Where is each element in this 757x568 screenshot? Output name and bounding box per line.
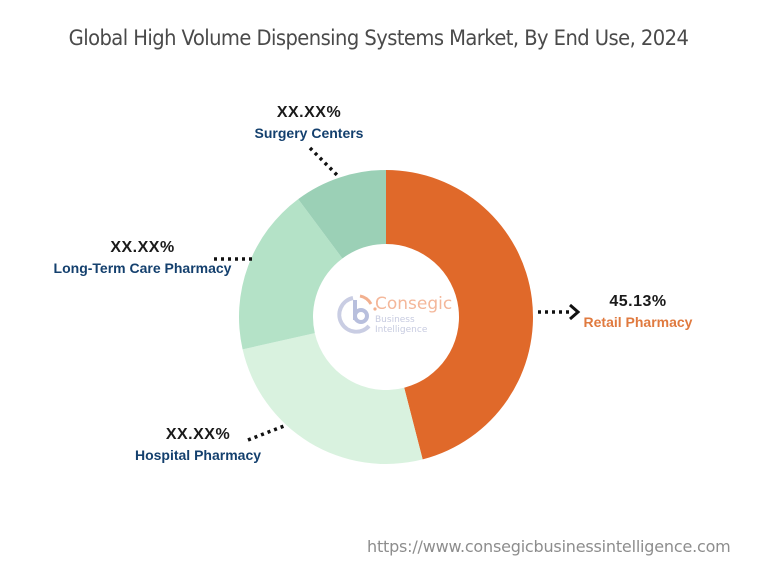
label-value: 45.13% (609, 293, 667, 310)
slice-retail-pharmacy (386, 170, 533, 460)
label-name: Hospital Pharmacy (134, 447, 262, 463)
label-name: Long-Term Care Pharmacy (53, 260, 232, 276)
logo-mark-icon (337, 294, 377, 334)
label-surgery-centers: XX.XX% Surgery Centers (244, 104, 374, 141)
label-value: XX.XX% (276, 104, 342, 121)
source-url: https://www.consegicbusinessintelligence… (367, 537, 731, 556)
slice-hospital-pharmacy (242, 333, 423, 465)
slice-surgery-centers (298, 170, 386, 259)
label-value: XX.XX% (165, 426, 231, 443)
label-retail-pharmacy: 45.13% Retail Pharmacy (568, 293, 708, 330)
watermark-logo: Consegic Business Intelligence (338, 293, 468, 335)
label-hospital-pharmacy: XX.XX% Hospital Pharmacy (120, 426, 276, 463)
label-name: Surgery Centers (254, 125, 364, 141)
logo-tagline: Business Intelligence (375, 315, 428, 335)
label-value: XX.XX% (110, 239, 175, 256)
logo-name: Consegic (375, 294, 453, 314)
chart-title: Global High Volume Dispensing Systems Ma… (68, 26, 689, 50)
label-long-term-care-pharmacy: XX.XX% Long-Term Care Pharmacy (40, 239, 245, 276)
label-name: Retail Pharmacy (583, 314, 693, 330)
slice-long-term-care-pharmacy (239, 199, 343, 350)
arrow-head-icon (569, 303, 581, 321)
leader-line-surgery (308, 146, 340, 178)
